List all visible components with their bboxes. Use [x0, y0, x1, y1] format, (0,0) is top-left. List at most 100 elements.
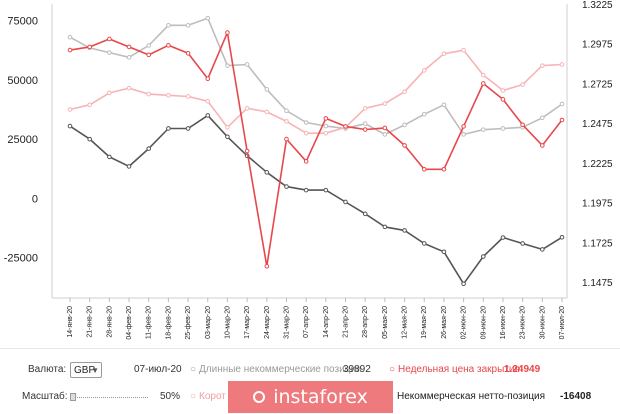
data-point: [107, 36, 112, 42]
data-point: [303, 120, 309, 125]
data-point: [461, 132, 466, 137]
data-point: [480, 254, 486, 259]
x-tick-label: 24-мар-20: [264, 306, 271, 339]
data-point: [146, 91, 152, 97]
data-point: [126, 164, 132, 169]
left-tick-label: 25000: [7, 134, 38, 146]
data-point: [421, 241, 427, 246]
series-line: [69, 114, 563, 285]
data-point: [343, 199, 348, 205]
data-point: [303, 130, 309, 136]
data-point: [264, 109, 270, 115]
x-tick-label: 05-мая-20: [382, 306, 389, 339]
data-point: [107, 90, 112, 96]
data-point: [441, 249, 447, 255]
long-positions-value: 39892: [343, 364, 371, 375]
x-tick-label: 18-фев-20: [165, 306, 172, 340]
data-point: [146, 52, 152, 58]
data-point: [67, 47, 73, 53]
data-point: [480, 127, 486, 132]
data-point: [185, 50, 191, 56]
long-legend-marker[interactable]: ○: [190, 364, 197, 375]
close-legend-marker[interactable]: ○: [389, 364, 396, 375]
x-tick-label: 26-мая-20: [441, 306, 448, 339]
chevron-down-icon: ▼: [91, 366, 99, 375]
data-point: [480, 81, 486, 86]
currency-value: GBP: [74, 365, 96, 376]
series-line: [69, 31, 563, 268]
data-point: [323, 130, 329, 136]
x-tick-label: 21-апр-20: [343, 306, 350, 338]
data-point: [185, 94, 191, 99]
data-point: [421, 68, 427, 73]
data-point: [461, 47, 466, 53]
instaforex-watermark: instaforex: [228, 381, 393, 413]
data-point: [67, 107, 73, 112]
currency-label: Валюта:: [28, 364, 67, 375]
data-point: [540, 115, 545, 121]
data-point: [540, 63, 545, 68]
data-point: [185, 126, 191, 131]
x-tick-label: 07-апр-20: [303, 306, 310, 338]
x-tick-label: 17-мар-20: [244, 306, 251, 339]
data-point: [540, 247, 545, 252]
data-point: [480, 72, 486, 78]
data-point: [520, 82, 525, 87]
x-tick-label: 19-мая-20: [421, 306, 428, 339]
data-point: [402, 143, 407, 148]
data-point: [540, 143, 545, 148]
data-point: [126, 55, 132, 60]
data-point: [500, 88, 506, 93]
data-point: [303, 159, 309, 164]
x-tick-label: 10-мар-20: [224, 306, 231, 339]
data-point: [284, 108, 289, 113]
zoom-slider[interactable]: [70, 393, 148, 401]
x-tick-label: 31-мар-20: [283, 306, 290, 339]
data-point: [146, 43, 152, 48]
data-point: [421, 111, 427, 117]
x-axis-ticks: 14-янв-20 21-янв-20 28-янв-20 04-фев-20 11-ф…: [67, 306, 566, 340]
data-point: [244, 148, 250, 154]
data-point: [67, 123, 73, 129]
x-tick-label: 14-янв-20: [67, 306, 74, 338]
series-2: [67, 113, 565, 287]
data-point: [402, 89, 407, 95]
data-point: [264, 263, 270, 269]
x-tick-label: 28-янв-20: [106, 306, 113, 338]
data-point: [205, 113, 211, 118]
short-legend-marker[interactable]: ○: [190, 391, 197, 402]
currency-select[interactable]: GBP ▼: [70, 362, 102, 378]
x-tick-label: 25-фев-20: [185, 306, 192, 340]
series-layer: [67, 15, 565, 287]
long-positions-label: Длинные некоммерческие позиции: [199, 364, 362, 375]
data-point: [559, 101, 565, 107]
data-point: [166, 43, 171, 48]
left-tick-label: 75000: [7, 16, 38, 28]
x-tick-label: 12-мая-20: [402, 306, 409, 339]
data-point: [382, 125, 388, 131]
zoom-slider-handle[interactable]: [70, 393, 76, 401]
data-point: [264, 87, 270, 92]
data-point: [225, 63, 230, 68]
x-tick-label: 23-июн-20: [520, 306, 527, 339]
x-tick-label: 07-июл-20: [559, 306, 566, 339]
data-point: [382, 224, 388, 230]
right-tick-label: 1.3225: [582, 0, 613, 11]
data-point: [205, 76, 211, 81]
data-point: [559, 117, 565, 123]
net-position-value: -16408: [560, 391, 592, 402]
data-point: [441, 51, 447, 57]
x-tick-label: 21-янв-20: [87, 306, 94, 338]
data-point: [362, 106, 368, 111]
right-axis-ticks: 1.1475 1.1725 1.1975 1.2225 1.2475 1.2725 1.29…: [582, 0, 613, 289]
data-point: [225, 134, 230, 140]
data-point: [87, 136, 92, 142]
x-tick-label: 30-июн-20: [539, 306, 546, 339]
data-point: [107, 154, 112, 160]
x-tick-label: 28-апр-20: [362, 306, 369, 338]
data-point: [500, 97, 506, 102]
data-point: [284, 184, 289, 189]
left-tick-label: 50000: [7, 75, 38, 87]
data-point: [166, 126, 171, 131]
x-tick-label: 03-мар-20: [205, 306, 212, 339]
